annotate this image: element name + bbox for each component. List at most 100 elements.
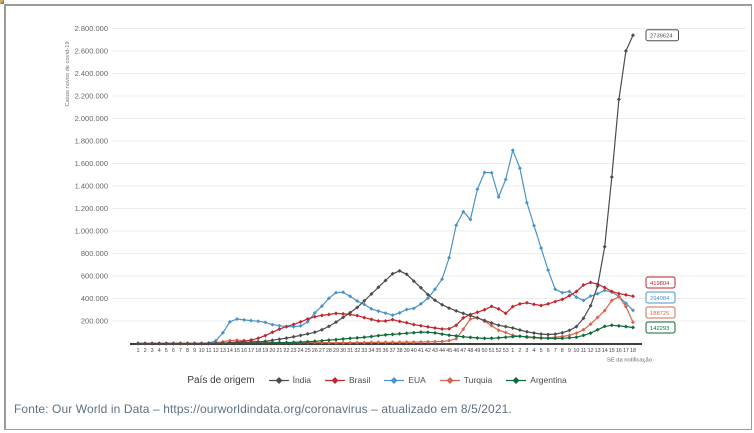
x-tick-label: 38: [397, 348, 403, 354]
end-value-label: 2739624: [650, 34, 673, 40]
end-value-label: 294084: [650, 296, 670, 302]
legend-item-eua: EUA: [384, 375, 426, 385]
x-tick-label: 9: [568, 348, 571, 354]
x-tick-label: 48: [467, 348, 473, 354]
x-tick-label: 31: [347, 348, 353, 354]
legend: País de origem Índia Brasil EUA Turquia Arge…: [0, 370, 754, 390]
x-tick-label: 14: [602, 348, 608, 354]
x-tick-label: 52: [496, 348, 502, 354]
y-tick-label: 2.800.000: [75, 24, 108, 33]
x-tick-label: 30: [340, 348, 346, 354]
x-tick-label: 8: [186, 348, 189, 354]
x-tick-label: 16: [616, 348, 622, 354]
y-tick-label: 1.800.000: [75, 137, 108, 146]
x-tick-label: 39: [404, 348, 410, 354]
x-tick-label: 33: [361, 348, 367, 354]
x-tick-label: 17: [623, 348, 629, 354]
x-tick-label: 27: [319, 348, 325, 354]
y-tick-label: 1.400.000: [75, 182, 108, 191]
source-note: Fonte: Our World in Data – https://ourwo…: [14, 402, 512, 416]
chart-svg: 200.000 400.000 600.000 800.000 1.000.000 1.2…: [65, 24, 746, 364]
x-tick-label: 13: [595, 348, 601, 354]
x-tick-label: 15: [609, 348, 615, 354]
x-tick-label: 19: [262, 348, 268, 354]
series-line-0: [138, 35, 634, 345]
legend-label: Brasil: [349, 375, 371, 385]
x-tick-label: 37: [390, 348, 396, 354]
x-tick-label: 32: [354, 348, 360, 354]
end-value-label-box: [645, 276, 676, 289]
x-tick-label: 49: [474, 348, 480, 354]
x-tick-label: 7: [554, 348, 557, 354]
corner-logo-speck: [0, 0, 4, 4]
x-tick-label: 26: [312, 348, 318, 354]
end-value-label-box: [645, 291, 676, 304]
x-tick-label: 25: [305, 348, 311, 354]
end-value-label: 142293: [650, 326, 669, 332]
series-markers-4: [136, 323, 635, 346]
x-tick-label: 40: [411, 348, 417, 354]
y-tick-label: 1.600.000: [75, 159, 108, 168]
legend-item-india: Índia: [268, 375, 311, 385]
x-tick-label: 6: [547, 348, 550, 354]
legend-title: País de origem: [187, 374, 255, 386]
y-tick-label: 2.000.000: [75, 114, 108, 123]
legend-marker-icon: [268, 376, 289, 384]
x-tick-label: 12: [213, 348, 219, 354]
x-tick-label: 22: [284, 348, 290, 354]
legend-marker-icon: [384, 376, 405, 384]
legend-label: Argentina: [530, 375, 567, 385]
end-value-label: 419804: [650, 281, 670, 287]
x-tick-label: 42: [425, 348, 431, 354]
end-value-label-box: [645, 29, 679, 42]
x-tick-label: 47: [460, 348, 466, 354]
x-tick-label: 29: [333, 348, 339, 354]
x-tick-label: 18: [255, 348, 261, 354]
x-tick-label: 24: [298, 348, 304, 354]
x-tick-label: 10: [199, 348, 205, 354]
legend-label: EUA: [408, 375, 426, 385]
x-tick-label: 44: [439, 348, 445, 354]
x-tick-label: 23: [291, 348, 297, 354]
x-tick-label: 18: [630, 348, 636, 354]
x-tick-label: 1: [511, 348, 514, 354]
x-tick-label: 35: [375, 348, 381, 354]
x-tick-label: 1: [137, 348, 140, 354]
x-tick-label: 51: [489, 348, 495, 354]
x-tick-label: 14: [227, 348, 233, 354]
y-tick-label: 2.400.000: [75, 69, 108, 78]
x-tick-label: 5: [540, 348, 543, 354]
x-tick-label: 13: [220, 348, 226, 354]
y-axis-title: Casos novos de covid-19: [65, 41, 71, 106]
series-markers-2: [136, 148, 635, 346]
x-tick-label: 3: [151, 348, 154, 354]
y-tick-label: 200.000: [81, 317, 108, 326]
legend-item-turquia: Turquia: [439, 375, 493, 385]
end-value-label-box: [645, 306, 676, 319]
legend-item-argentina: Argentina: [506, 375, 567, 385]
x-tick-label: 2: [518, 348, 521, 354]
legend-label: Turquia: [463, 375, 493, 385]
x-tick-label: 2: [144, 348, 147, 354]
x-tick-label: 4: [158, 348, 161, 354]
x-tick-label: 53: [503, 348, 509, 354]
legend-marker-icon: [325, 376, 346, 384]
x-tick-label: 28: [326, 348, 332, 354]
y-tick-label: 1.200.000: [75, 204, 108, 213]
x-tick-label: 11: [581, 348, 587, 354]
x-tick-label: 41: [418, 348, 424, 354]
x-tick-label: 20: [269, 348, 275, 354]
x-axis-title: SE da notificação: [607, 358, 652, 364]
x-tick-label: 7: [179, 348, 182, 354]
y-tick-label: 1.000.000: [75, 227, 108, 236]
x-tick-label: 12: [588, 348, 594, 354]
y-tick-label: 400.000: [81, 294, 108, 303]
x-tick-label: 16: [241, 348, 247, 354]
y-tick-label: 2.200.000: [75, 92, 108, 101]
legend-item-brasil: Brasil: [325, 375, 370, 385]
x-tick-label: 46: [453, 348, 459, 354]
x-tick-label: 21: [276, 348, 282, 354]
x-tick-label: 3: [525, 348, 528, 354]
x-tick-label: 34: [368, 348, 374, 354]
x-tick-label: 5: [165, 348, 168, 354]
